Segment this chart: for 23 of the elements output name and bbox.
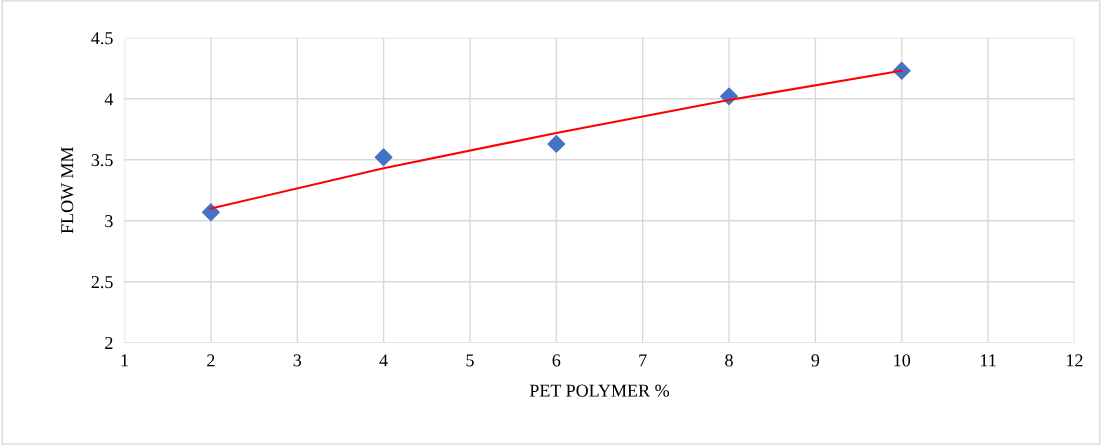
x-tick-label: 6 xyxy=(552,354,561,367)
point xyxy=(547,134,566,153)
y-tick-label: 4 xyxy=(104,93,114,106)
x-tick-label: 1 xyxy=(121,354,128,367)
x-tick-label: 12 xyxy=(1067,354,1083,367)
y-tick-label: 3.5 xyxy=(91,154,113,167)
x-tick-label: 8 xyxy=(725,354,733,367)
point xyxy=(201,203,220,222)
x-tick-label: 11 xyxy=(980,354,996,367)
point xyxy=(374,148,393,167)
y-axis-title: FLOW MM xyxy=(61,147,74,234)
x-tick-label: 7 xyxy=(639,354,647,367)
x-tick-label: 3 xyxy=(293,354,302,367)
y-tick-label: 2.5 xyxy=(91,275,113,289)
x-tick-label: 9 xyxy=(811,354,820,367)
y-tick-label: 2 xyxy=(105,336,113,349)
x-tick-label: 2 xyxy=(207,354,215,367)
x-axis-title: PET POLYMER % xyxy=(529,384,670,397)
x-tick-label: 4 xyxy=(379,354,388,367)
y-tick-label: 4.5 xyxy=(91,32,113,45)
x-tick-label: 5 xyxy=(466,354,474,367)
y-tick-label: 3 xyxy=(105,215,113,228)
x-tick-label: 10 xyxy=(894,354,911,367)
